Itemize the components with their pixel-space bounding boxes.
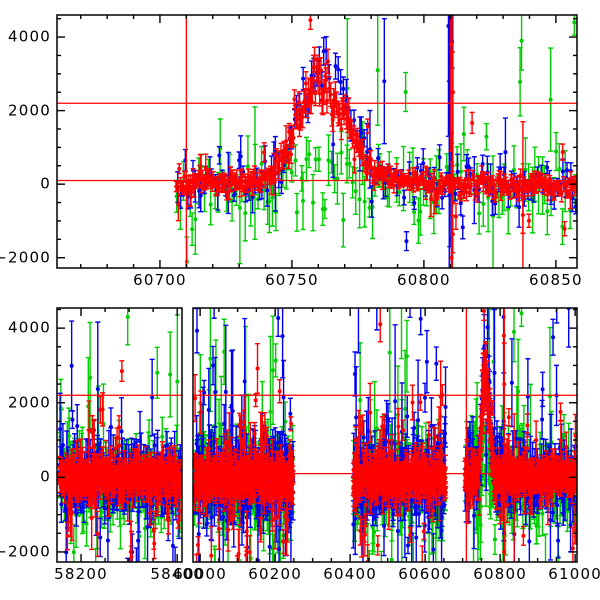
light-curve-figure: 60700 60750 60800 60850 4000 2000 0 −2000 58200 5… xyxy=(0,0,600,600)
plot-canvas xyxy=(0,0,600,600)
